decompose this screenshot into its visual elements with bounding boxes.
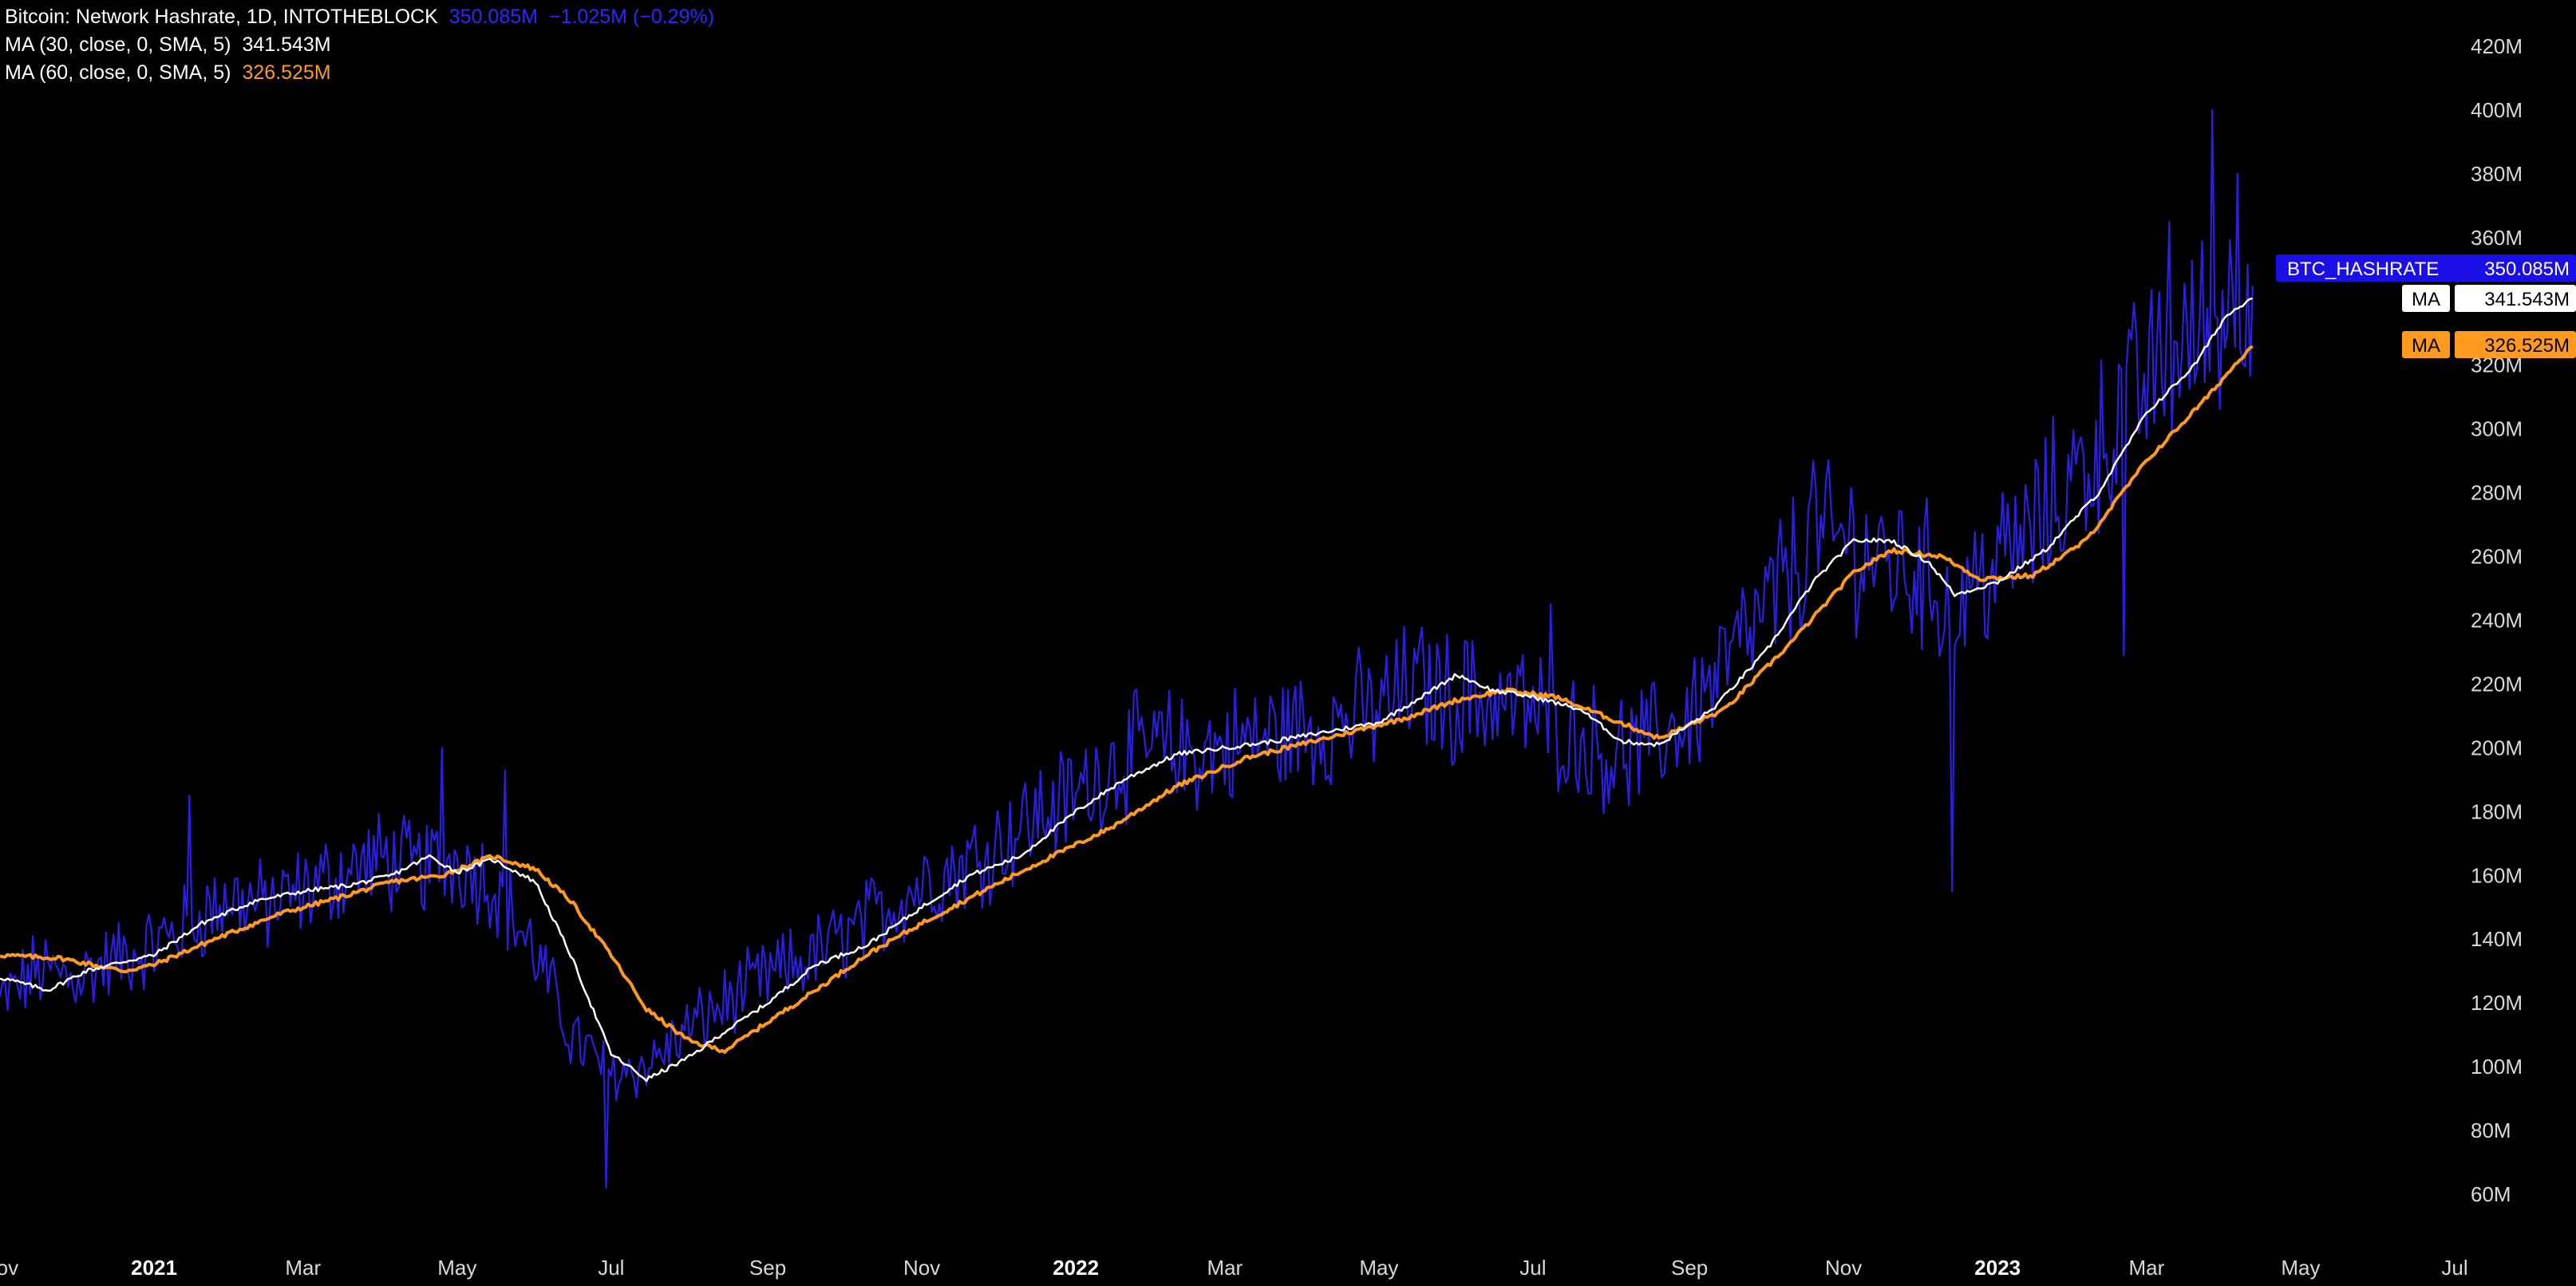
price-tag-name: BTC_HASHRATE — [2287, 258, 2439, 280]
legend-ma30-value: 341.543M — [242, 34, 331, 56]
price-tag-value: 341.543M — [2484, 289, 2570, 310]
x-tick-label: 2021 — [131, 1256, 177, 1280]
price-tag-name: MA — [2412, 289, 2440, 310]
y-tick-label: 180M — [2471, 799, 2523, 823]
x-tick-label: Mar — [2129, 1256, 2165, 1280]
x-tick-label: Nov — [0, 1256, 18, 1280]
y-tick-label: 400M — [2471, 98, 2523, 122]
legend-ma30-label: MA (30, close, 0, SMA, 5) — [5, 34, 231, 56]
x-tick-label: Jul — [2441, 1256, 2467, 1280]
x-tick-label: 2023 — [1974, 1256, 2021, 1280]
x-tick-label: Sep — [749, 1256, 786, 1280]
series-line-hashrate — [0, 108, 2254, 1189]
price-tag-value: 350.085M — [2484, 258, 2570, 280]
x-tick-label: May — [437, 1256, 476, 1280]
x-tick-label: Sep — [1671, 1256, 1708, 1280]
y-tick-label: 380M — [2471, 162, 2523, 186]
chart-legend: Bitcoin: Network Hashrate, 1D, INTOTHEBL… — [5, 3, 714, 87]
legend-hashrate-change: −1.025M (−0.29%) — [548, 6, 715, 28]
legend-ma60-label: MA (60, close, 0, SMA, 5) — [5, 61, 231, 84]
x-tick-label: Mar — [285, 1256, 321, 1280]
legend-row-ma60[interactable]: MA (60, close, 0, SMA, 5) 326.525M — [5, 59, 714, 87]
price-tag-ma60: MA 326.525M — [2402, 331, 2576, 358]
y-tick-label: 280M — [2471, 481, 2523, 505]
x-tick-label: Jul — [598, 1256, 624, 1280]
y-tick-label: 160M — [2471, 863, 2523, 887]
x-tick-label: Jul — [1519, 1256, 1546, 1280]
legend-row-hashrate[interactable]: Bitcoin: Network Hashrate, 1D, INTOTHEBL… — [5, 3, 714, 31]
x-tick-label: Mar — [1207, 1256, 1243, 1280]
price-tag-value: 326.525M — [2484, 335, 2570, 357]
y-tick-label: 140M — [2471, 927, 2523, 951]
x-tick-label: Nov — [903, 1256, 940, 1280]
x-tick-label: 2022 — [1053, 1256, 1099, 1280]
price-tags: BTC_HASHRATE 350.085M MA 341.543M MA 326.525M — [2276, 254, 2576, 358]
y-tick-label: 300M — [2471, 417, 2523, 441]
x-axis[interactable]: Nov 2021 Mar May Jul Sep Nov 2022 Mar May Jul Sep No… — [0, 1256, 2468, 1280]
legend-row-ma30[interactable]: MA (30, close, 0, SMA, 5) 341.543M — [5, 31, 714, 59]
y-tick-label: 120M — [2471, 991, 2523, 1015]
y-tick-label: 360M — [2471, 226, 2523, 250]
y-tick-label: 80M — [2471, 1118, 2511, 1142]
price-tag-ma30: MA 341.543M — [2402, 285, 2576, 312]
price-tag-hashrate: BTC_HASHRATE 350.085M — [2276, 254, 2576, 282]
legend-hashrate-value: 350.085M — [448, 6, 538, 28]
series-line-ma60 — [0, 345, 2254, 1054]
y-tick-label: 100M — [2471, 1055, 2523, 1079]
series-line-ma30 — [0, 297, 2253, 1083]
y-tick-label: 60M — [2471, 1182, 2511, 1206]
y-tick-label: 420M — [2471, 34, 2523, 58]
y-tick-label: 200M — [2471, 736, 2523, 759]
y-tick-label: 220M — [2471, 672, 2523, 696]
x-tick-label: May — [1359, 1256, 1398, 1280]
legend-title: Bitcoin: Network Hashrate, 1D, INTOTHEBL… — [5, 6, 438, 28]
y-tick-label: 260M — [2471, 545, 2523, 569]
x-tick-label: Nov — [1825, 1256, 1862, 1280]
x-tick-label: May — [2281, 1256, 2320, 1280]
legend-ma60-value: 326.525M — [242, 61, 331, 84]
y-tick-label: 240M — [2471, 609, 2523, 633]
price-tag-name: MA — [2412, 335, 2440, 357]
